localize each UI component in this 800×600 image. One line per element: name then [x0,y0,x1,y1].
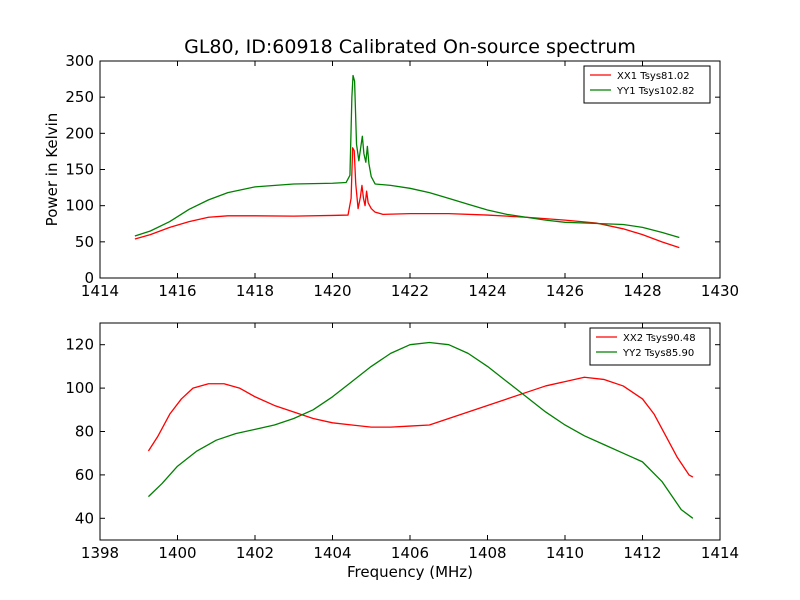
y-tick-label: 250 [65,88,94,106]
x-tick-label: 1430 [701,282,739,300]
y-tick-label: 80 [75,423,94,441]
x-tick-label: 1410 [546,544,584,562]
x-tick-label: 1422 [391,282,429,300]
legend-box [589,327,711,366]
y-tick-label: 100 [65,197,94,215]
x-axis-label: Frequency (MHz) [347,563,473,581]
y-tick-label: 120 [65,336,94,354]
y-tick-label: 100 [65,379,94,397]
y-tick-label: 200 [65,124,94,142]
x-tick-label: 1428 [623,282,661,300]
legend-entry: XX2 Tsys90.48 [623,333,696,344]
legend: XX1 Tsys81.02 YY1 Tsys102.82 [583,65,711,104]
series-line-yy2 [147,341,694,519]
x-tick-label: 1400 [158,544,196,562]
x-tick-label: 1426 [546,282,584,300]
chart-title: GL80, ID:60918 Calibrated On-source spec… [184,36,636,58]
x-tick-label: 1414 [701,544,739,562]
legend-entry: YY1 Tsys102.82 [616,86,695,97]
y-tick-label: 40 [75,509,94,527]
y-tick-label: 0 [84,269,94,287]
series-line-xx2 [147,376,694,478]
x-tick-label: 1402 [236,544,274,562]
x-tick-label: 1418 [236,282,274,300]
y-tick-label: 50 [75,233,94,251]
series-line-yy1 [134,74,680,239]
series-line-xx1 [134,147,680,249]
x-tick-label: 1404 [313,544,351,562]
x-tick-label: 1424 [468,282,506,300]
x-tick-label: 1414 [81,282,119,300]
y-axis-label: Power in Kelvin [43,113,61,227]
legend: XX2 Tsys90.48 YY2 Tsys85.90 [589,327,711,366]
legend-entry: XX1 Tsys81.02 [617,71,690,82]
chart-panel-1: 1414 1416 1418 1420 1422 1424 1426 1428 1430 0 50 1… [43,36,739,300]
y-tick-label: 300 [65,52,94,70]
x-tick-label: 1420 [313,282,351,300]
x-tick-label: 1398 [81,544,119,562]
y-tick-label: 60 [75,466,94,484]
x-tick-label: 1408 [468,544,506,562]
chart-panel-2: 1398 1400 1402 1404 1406 1408 1410 1412 1414 40 60… [65,322,739,581]
x-tick-label: 1416 [158,282,196,300]
legend-entry: YY2 Tsys85.90 [622,348,694,359]
legend-box [583,65,711,104]
x-tick-label: 1412 [623,544,661,562]
x-tick-label: 1406 [391,544,429,562]
y-tick-label: 150 [65,161,94,179]
